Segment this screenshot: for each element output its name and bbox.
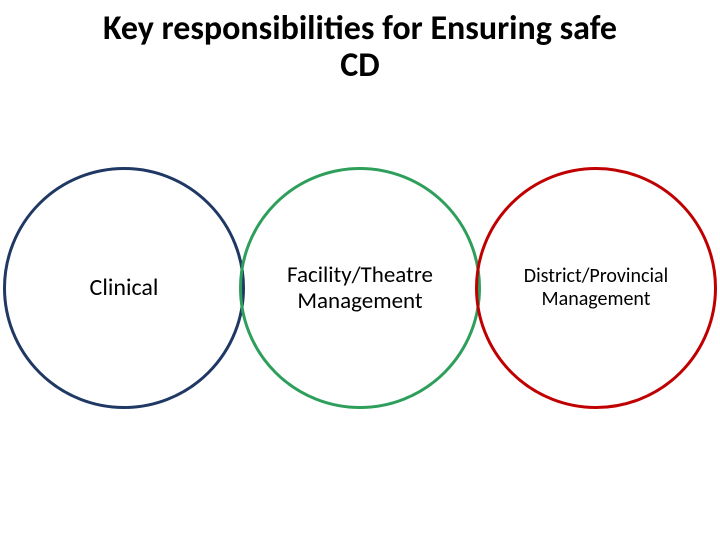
circle-clinical-label: Clinical	[76, 274, 173, 302]
circle-district-label: District/Provincial Management	[478, 265, 714, 311]
slide-canvas: Key responsibilities for Ensuring safe C…	[0, 0, 720, 540]
circle-facility-label: Facility/Theatre Management	[242, 262, 478, 315]
circle-facility: Facility/Theatre Management	[239, 167, 481, 409]
slide-title: Key responsibilities for Ensuring safe C…	[0, 10, 720, 85]
circle-district: District/Provincial Management	[475, 167, 717, 409]
circle-clinical: Clinical	[3, 167, 245, 409]
